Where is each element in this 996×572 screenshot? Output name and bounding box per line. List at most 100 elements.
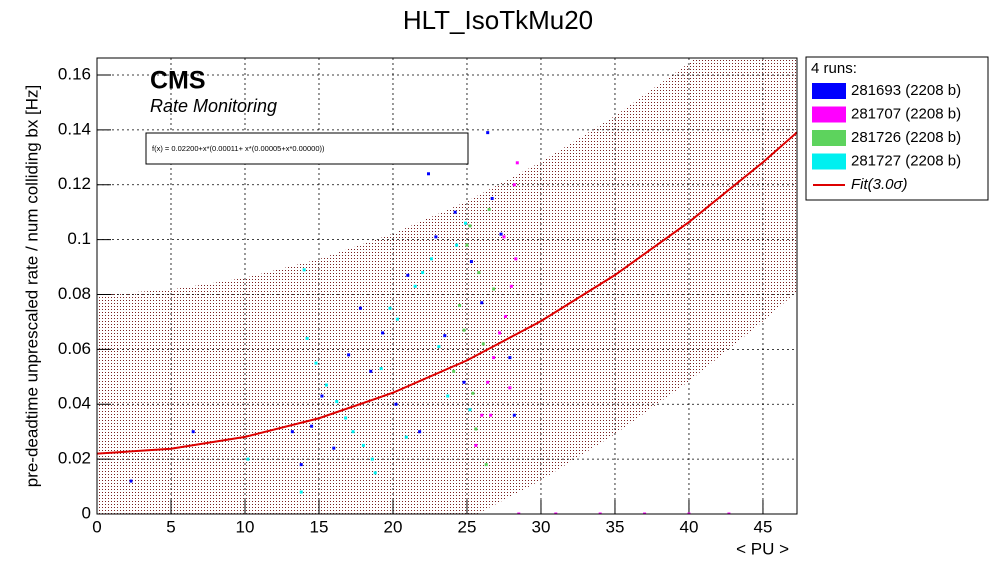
point [477, 271, 481, 275]
point [129, 479, 133, 483]
point [492, 287, 496, 291]
x-tick-label: 40 [680, 517, 699, 536]
fit-band [97, 58, 797, 514]
point [358, 306, 362, 310]
point [299, 463, 303, 467]
point [517, 512, 521, 514]
point [499, 232, 503, 236]
point [320, 394, 324, 398]
fit-text: f(x) = 0.02200+x*(0.00011+ x*(0.00005+x*… [152, 144, 325, 153]
point [512, 413, 516, 417]
point [351, 430, 355, 434]
point [458, 303, 462, 307]
point [484, 463, 488, 467]
point [427, 172, 431, 176]
x-tick-label: 5 [166, 517, 175, 536]
x-axis-label: < PU > [736, 539, 789, 558]
point [429, 257, 433, 261]
point [492, 356, 496, 360]
point [302, 268, 306, 272]
point [508, 386, 512, 390]
y-tick-label: 0.16 [58, 64, 91, 83]
point [310, 424, 314, 428]
brand: CMS [150, 67, 206, 95]
point [486, 131, 490, 135]
legend-swatch [812, 130, 846, 146]
point [502, 235, 506, 239]
point [509, 284, 513, 288]
point [474, 427, 478, 431]
point [687, 512, 691, 514]
point [305, 336, 309, 340]
fit-box [145, 132, 469, 165]
point [314, 361, 318, 365]
point [468, 408, 472, 412]
point [480, 413, 484, 417]
point [434, 235, 438, 239]
point [446, 394, 450, 398]
x-tick-label: 0 [92, 517, 101, 536]
point [369, 369, 373, 373]
point [489, 413, 493, 417]
point [490, 196, 494, 200]
legend-label: 281727 (2208 b) [851, 152, 961, 169]
x-tick-label: 35 [606, 517, 625, 536]
y-tick-label: 0 [82, 503, 91, 522]
y-tick-label: 0.06 [58, 339, 91, 358]
legend-label: Fit(3.0σ) [851, 176, 908, 193]
point [468, 224, 472, 228]
point [471, 391, 475, 395]
point [503, 314, 507, 318]
point [418, 430, 422, 434]
point [480, 301, 484, 305]
point [381, 331, 385, 335]
point [465, 243, 469, 247]
point [404, 435, 408, 439]
x-tick-label: 10 [236, 517, 255, 536]
y-tick-label: 0.12 [58, 174, 91, 193]
point [421, 271, 425, 275]
point [453, 210, 457, 214]
point [469, 260, 473, 264]
point [512, 183, 516, 187]
y-tick-label: 0.08 [58, 284, 91, 303]
point [462, 328, 466, 332]
point [598, 512, 602, 514]
point [474, 443, 478, 447]
point [299, 490, 303, 494]
point [481, 342, 485, 346]
y-tick-label: 0.14 [58, 119, 91, 138]
point [498, 331, 502, 335]
legend [805, 56, 989, 201]
legend-label: 281707 (2208 b) [851, 105, 961, 122]
x-tick-label: 20 [384, 517, 403, 536]
point [394, 402, 398, 406]
point [290, 430, 294, 434]
point [370, 457, 374, 461]
legend-title: 4 runs: [811, 60, 857, 77]
point [324, 383, 328, 387]
x-tick-label: 25 [458, 517, 477, 536]
point [373, 471, 377, 475]
point [379, 367, 383, 371]
x-tick-label: 15 [310, 517, 329, 536]
point [246, 457, 250, 461]
point [388, 306, 392, 310]
point [515, 161, 519, 165]
x-tick-label: 45 [754, 517, 773, 536]
point [344, 416, 348, 420]
point [554, 512, 558, 514]
point [332, 446, 336, 450]
point [452, 369, 456, 373]
point [463, 221, 467, 225]
point [462, 380, 466, 384]
point [643, 512, 647, 514]
point [335, 400, 339, 404]
point [727, 512, 731, 514]
point [395, 317, 399, 321]
x-tick-label: 30 [532, 517, 551, 536]
point [443, 334, 447, 338]
legend-swatch [812, 106, 846, 123]
point [413, 284, 417, 288]
